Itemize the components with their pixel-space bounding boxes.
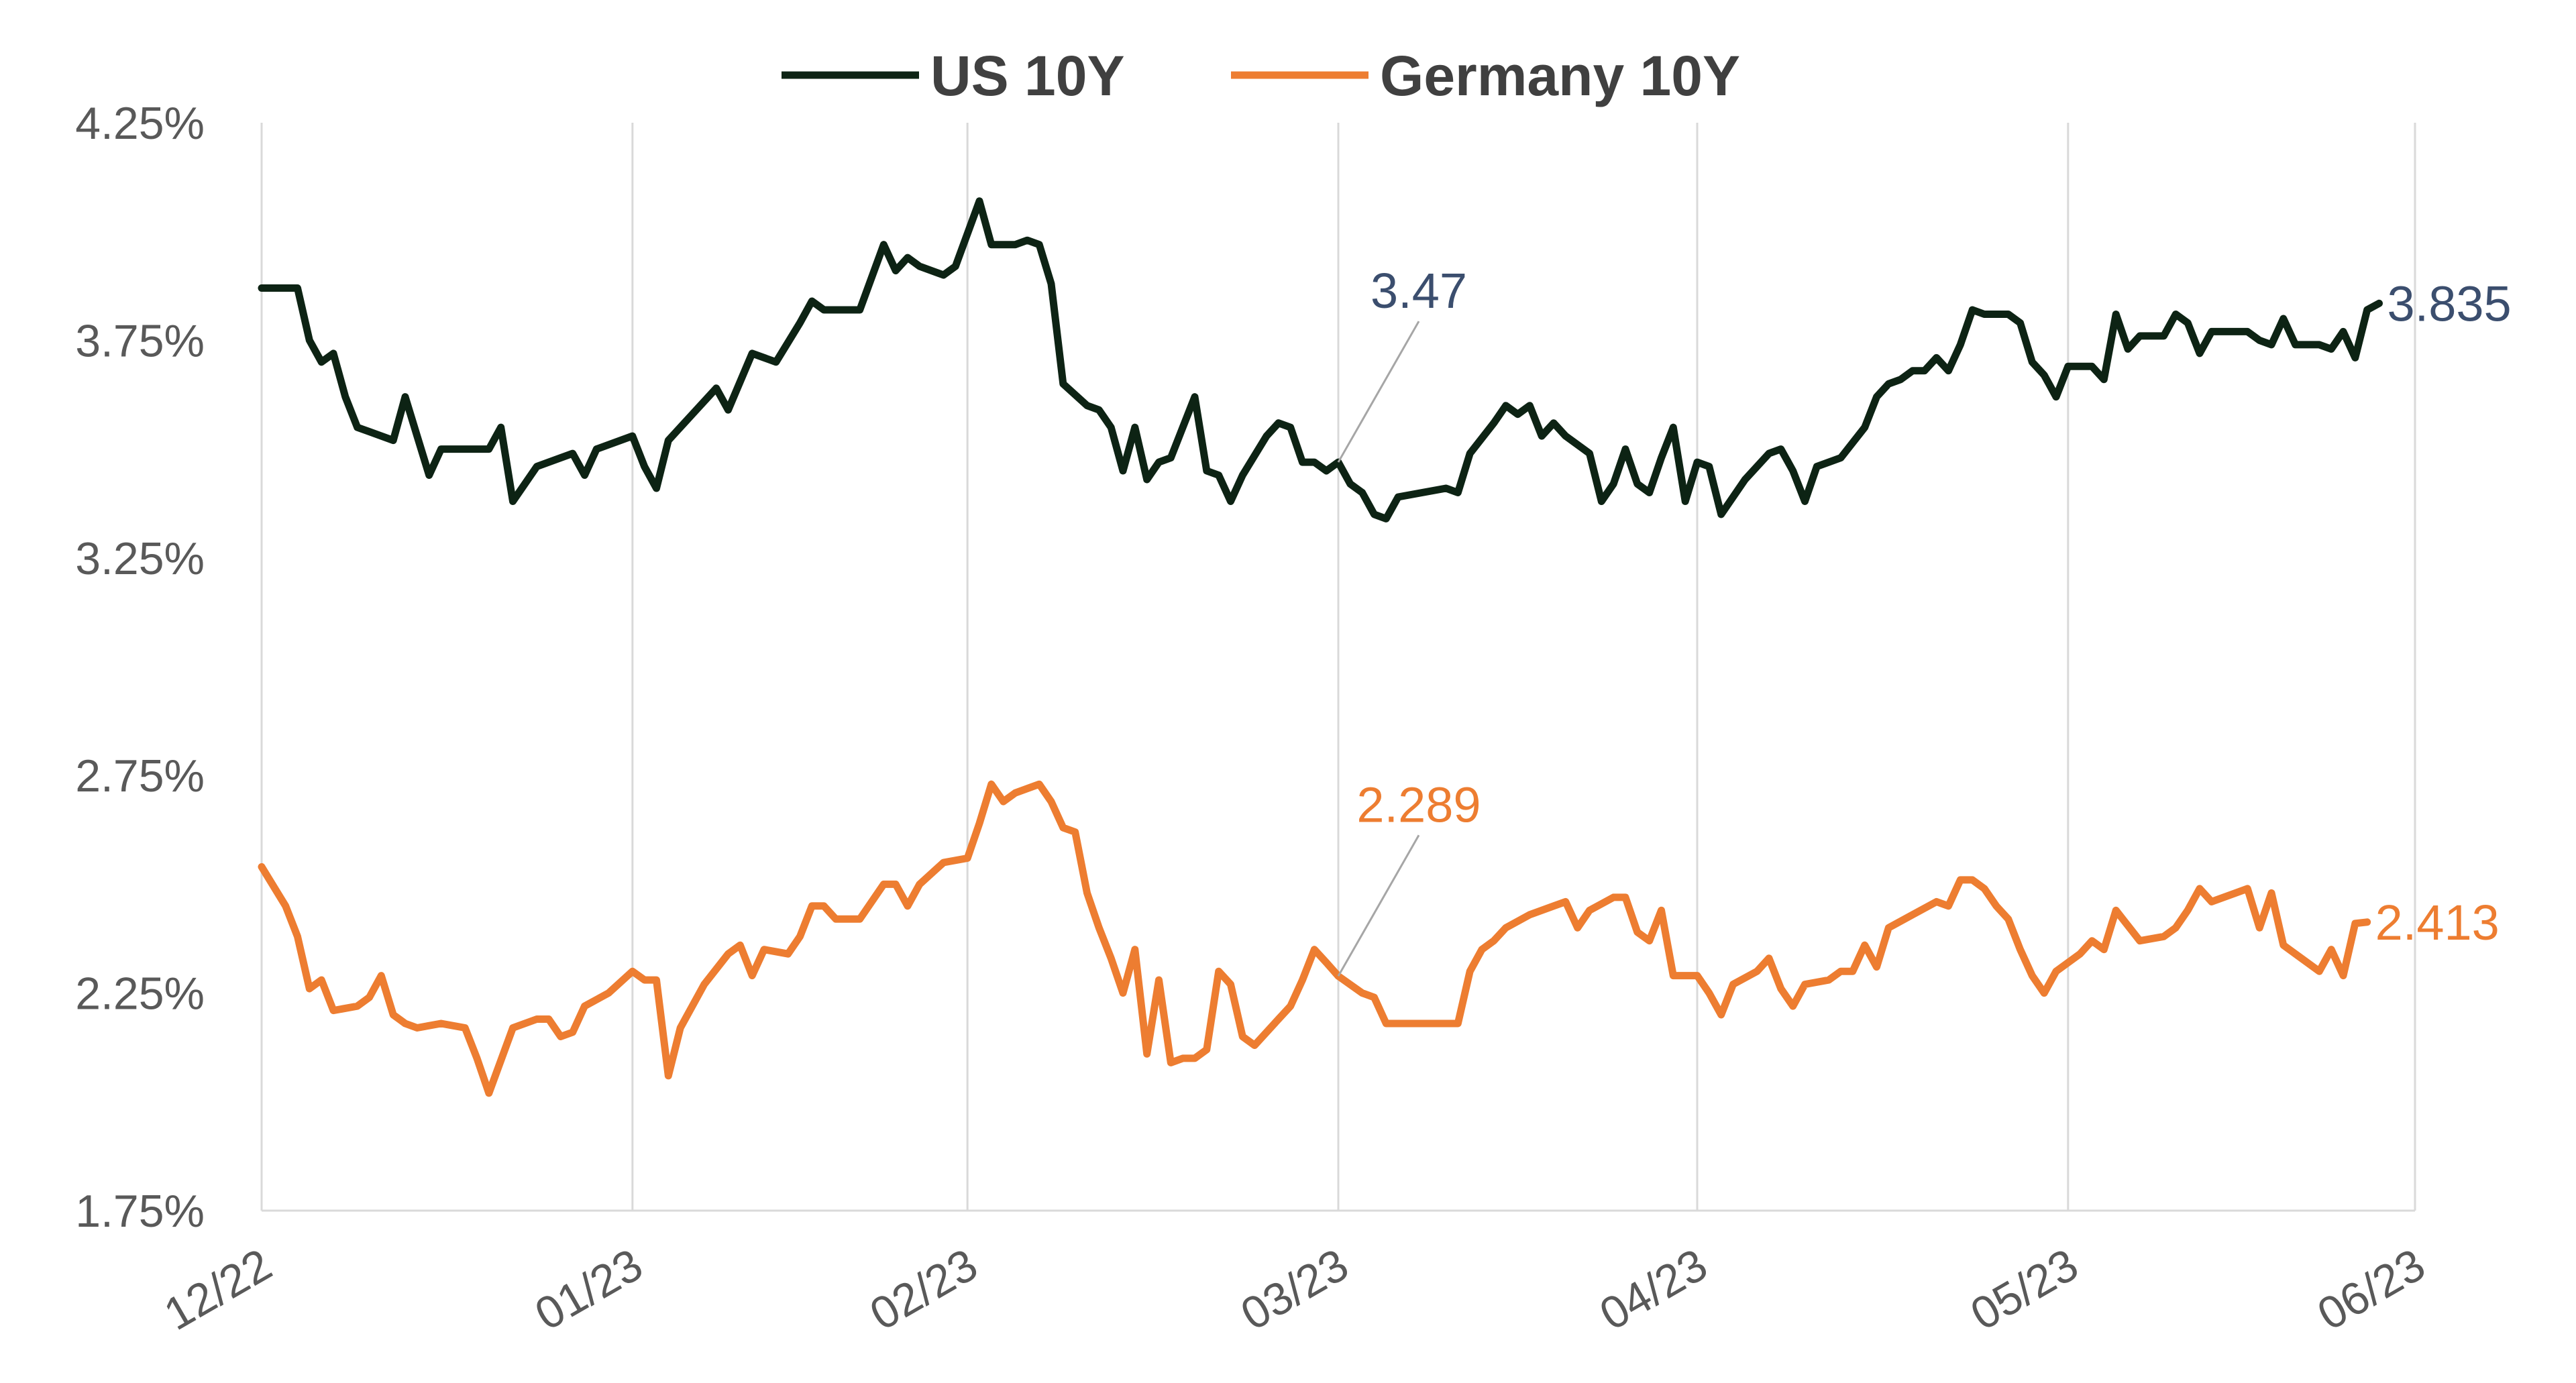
- vertical-gridlines: [631, 123, 2416, 1211]
- y-tick-label: 3.25%: [75, 533, 205, 584]
- y-tick-label: 1.75%: [75, 1186, 205, 1237]
- y-tick-label: 4.25%: [75, 98, 205, 149]
- y-tick-label: 2.25%: [75, 969, 205, 1019]
- annotation-leader-line: [1337, 321, 1420, 463]
- end-label-germany-10y: 2.413: [2375, 895, 2500, 950]
- axes: [260, 123, 2415, 1212]
- y-tick-label: 3.75%: [75, 315, 205, 366]
- y-tick-label: 2.75%: [75, 751, 205, 801]
- y-axis-tick-labels: 4.25% 3.75% 3.25% 2.75% 2.25% 1.75%: [75, 98, 205, 1237]
- annotation-leader-line: [1337, 834, 1420, 977]
- annotation-label-germany-10y: 2.289: [1356, 777, 1481, 832]
- data-label-annotations: 3.47 3.835 2.289 2.413: [1337, 263, 2512, 977]
- series-lines: [258, 197, 2383, 1097]
- legend-label-germany-10y: Germany 10Y: [1380, 44, 1740, 107]
- series-line-us-10y: [258, 197, 2383, 522]
- series-line-germany-10y: [258, 780, 2371, 1097]
- annotation-label-us-10y: 3.47: [1371, 263, 1467, 319]
- end-label-us-10y: 3.835: [2387, 276, 2512, 331]
- legend-label-us-10y: US 10Y: [930, 44, 1125, 107]
- legend: US 10Y Germany 10Y: [782, 44, 1740, 107]
